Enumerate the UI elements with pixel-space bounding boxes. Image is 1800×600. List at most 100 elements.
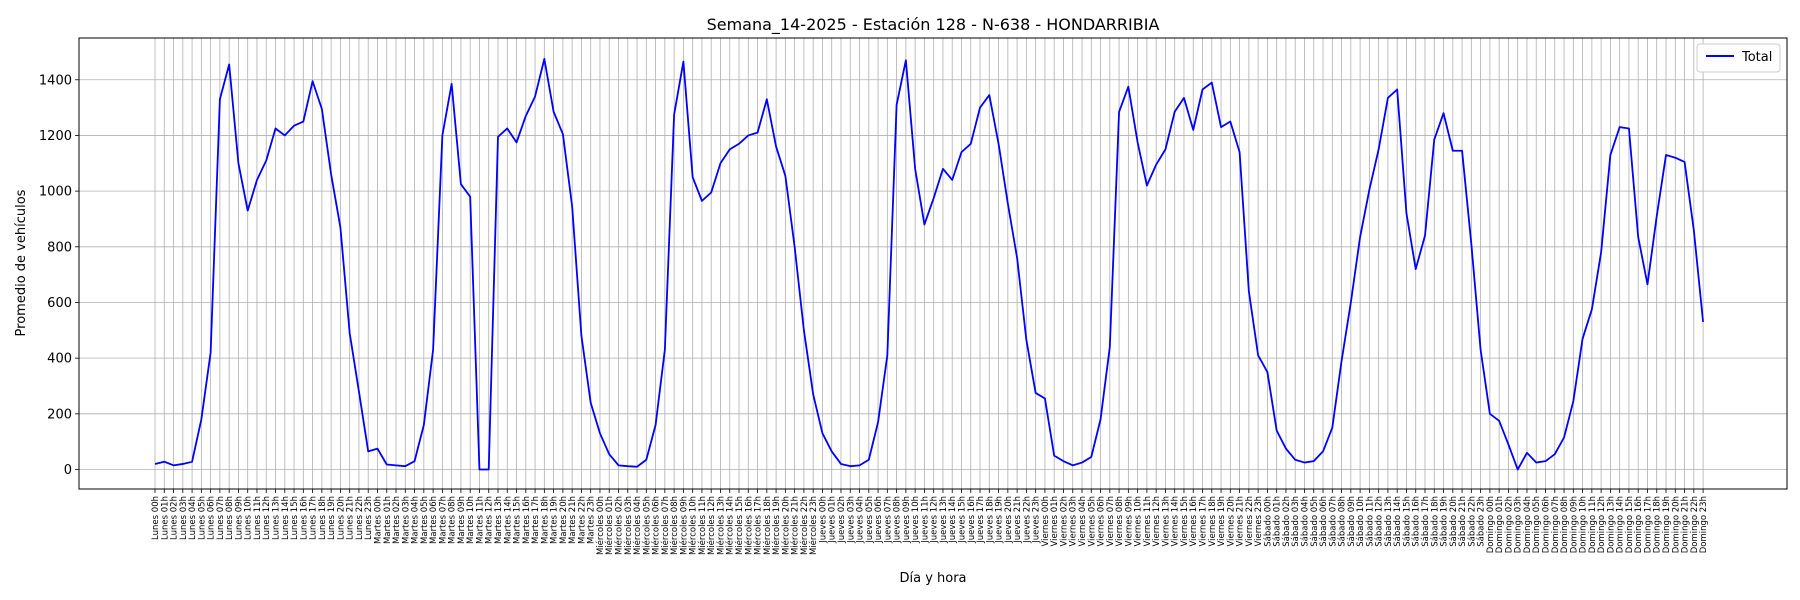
data-point [691,176,694,179]
data-point [969,142,972,145]
data-point [738,142,741,145]
data-point [784,174,787,177]
data-point [1423,234,1426,237]
x-tick-label: Miércoles 15h [734,496,745,555]
x-tick-label: Viernes 16h [1189,496,1199,547]
x-tick-label: Miércoles 09h [678,496,689,555]
x-tick-label: Martes 13h [494,496,504,544]
x-tick-label: Sábado 03h [1291,496,1301,547]
data-point [265,159,268,162]
data-point [1238,151,1241,154]
data-point [1470,243,1473,246]
y-tick-label: 1200 [39,129,72,144]
x-tick-label: Sábado 16h [1412,496,1422,547]
x-tick-label: Jueves 11h [920,496,930,544]
x-tick-label: Jueves 09h [902,496,912,544]
x-tick-label: Miércoles 23h [808,496,819,555]
data-point [154,462,157,465]
x-tick-label: Sábado 18h [1430,496,1440,547]
data-point [200,418,203,421]
data-point [765,98,768,101]
data-point [1544,460,1547,463]
data-point [951,178,954,181]
data-point [478,468,481,471]
data-point [1071,464,1074,467]
data-point [1294,458,1297,461]
data-point [1182,96,1185,99]
x-tick-label: Viernes 08h [1115,496,1125,547]
x-tick-label: Jueves 23h [1032,496,1042,544]
x-tick-label: Jueves 16h [967,496,977,544]
x-tick-label: Miércoles 00h [595,496,606,555]
data-point [1006,202,1009,205]
x-tick-label: Lunes 03h [179,496,189,540]
data-point [1201,88,1204,91]
x-tick-label: Sábado 07h [1328,496,1338,547]
x-tick-label: Sábado 22h [1467,496,1477,547]
x-tick-label: Jueves 12h [930,496,940,544]
x-tick-label: Viernes 22h [1245,496,1255,547]
data-point [163,460,166,463]
x-tick-label: Miércoles 03h [623,496,634,555]
data-point [1229,120,1232,123]
data-point [1155,163,1158,166]
data-point [719,162,722,165]
data-point [1627,127,1630,130]
data-point [867,458,870,461]
x-tick-label: Domingo 05h [1532,496,1542,553]
data-point [821,432,824,435]
x-tick-label: Jueves 22h [1022,496,1032,544]
x-tick-label: Martes 19h [550,496,560,544]
x-tick-label: Martes 08h [448,496,458,544]
data-point [1062,460,1065,463]
data-point [246,209,249,212]
data-point [293,124,296,127]
data-point [413,460,416,463]
x-axis-label: Día y hora [899,571,966,586]
x-tick-label: Viernes 02h [1059,496,1069,547]
data-point [636,465,639,468]
grid [79,38,1787,489]
data-point [237,162,240,165]
x-tick-label: Viernes 21h [1236,496,1246,547]
x-tick-label: Jueves 19h [995,496,1005,544]
x-tick-label: Domingo 11h [1588,496,1598,553]
x-tick-label: Viernes 07h [1106,496,1116,547]
x-tick-label: Jueves 18h [985,496,995,544]
data-point [710,191,713,194]
data-point [775,145,778,148]
data-point [172,464,175,467]
y-tick-label: 1000 [39,185,72,200]
data-point [1665,153,1668,156]
data-point [1210,81,1213,84]
data-point [1349,301,1352,304]
data-point [1442,112,1445,115]
data-point [181,462,184,465]
data-point [793,245,796,248]
data-point [1247,290,1250,293]
x-tick-label: Viernes 00h [1041,496,1051,547]
data-point [1507,443,1510,446]
x-tick-label: Sábado 02h [1282,496,1292,547]
y-axis-label: Promedio de vehículos [14,189,29,336]
series-layer [154,57,1704,471]
x-tick-label: Sábado 20h [1449,496,1459,547]
x-tick-label: Jueves 14h [948,496,958,544]
data-point [1081,461,1084,464]
data-point [997,142,1000,145]
data-point [1618,126,1621,129]
x-tick-label: Martes 17h [531,496,541,544]
data-point [571,205,574,208]
x-tick-label: Viernes 04h [1078,496,1088,547]
data-point [385,463,388,466]
data-point [357,390,360,393]
data-point [404,465,407,468]
x-tick-label: Miércoles 07h [660,496,671,555]
data-point [1266,371,1269,374]
data-point [1359,236,1362,239]
data-point [645,458,648,461]
x-tick-label: Jueves 17h [976,496,986,544]
x-tick-label: Domingo 06h [1542,496,1552,553]
x-tick-label: Jueves 08h [893,496,903,544]
